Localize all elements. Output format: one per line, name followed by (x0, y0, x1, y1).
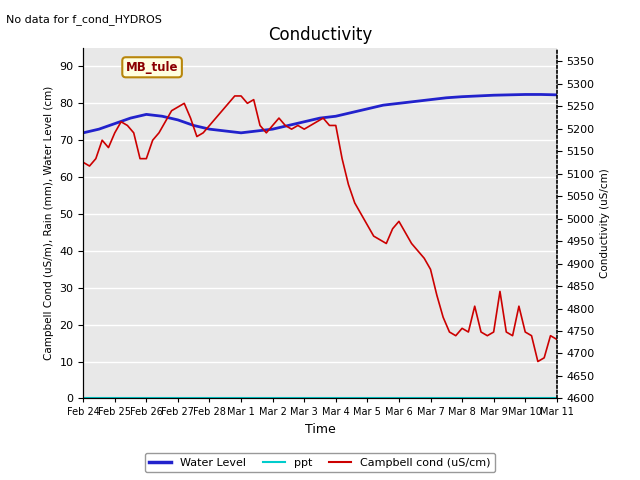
Text: No data for f_cond_HYDROS: No data for f_cond_HYDROS (6, 14, 163, 25)
Y-axis label: Conductivity (uS/cm): Conductivity (uS/cm) (600, 168, 611, 278)
X-axis label: Time: Time (305, 423, 335, 436)
Y-axis label: Campbell Cond (uS/m), Rain (mm), Water Level (cm): Campbell Cond (uS/m), Rain (mm), Water L… (44, 86, 54, 360)
Text: MB_tule: MB_tule (126, 61, 179, 74)
Legend: Water Level, ppt, Campbell cond (uS/cm): Water Level, ppt, Campbell cond (uS/cm) (145, 453, 495, 472)
Title: Conductivity: Conductivity (268, 25, 372, 44)
